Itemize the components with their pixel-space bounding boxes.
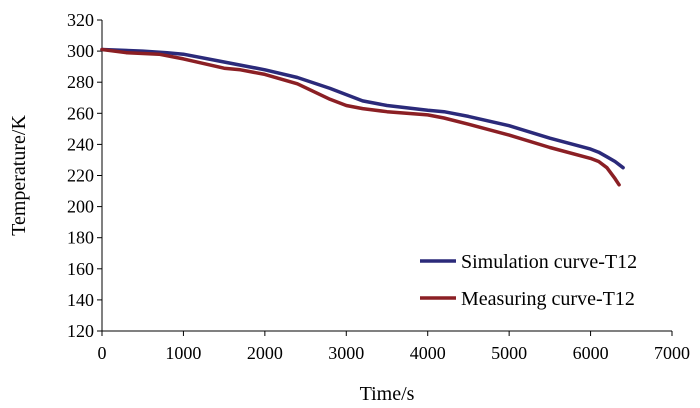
series-line-measuring [100,47,621,187]
legend-label-measuring: Measuring curve-T12 [461,288,635,310]
x-tick-label: 3000 [328,343,364,363]
axes [101,20,672,332]
series-layer [100,47,625,187]
y-tick-label: 140 [67,290,94,310]
y-tick-label: 320 [67,10,94,30]
x-tick-label: 0 [98,343,107,363]
x-axis-title: Time/s [360,383,415,405]
x-tick-label: 6000 [573,343,609,363]
x-tick-label: 7000 [654,343,690,363]
y-tick-label: 240 [67,134,94,154]
y-ticks: 120 140 160 180 200 220 240 260 280 300 320 [67,10,102,341]
y-tick-label: 200 [67,197,94,217]
y-tick-label: 280 [67,72,94,92]
y-tick-label: 180 [67,228,94,248]
series-line-simulation [100,47,625,170]
y-tick-label: 300 [67,41,94,61]
x-ticks: 0 1000 2000 3000 4000 5000 6000 7000 [98,331,690,363]
x-tick-label: 2000 [247,343,283,363]
x-tick-label: 4000 [410,343,446,363]
x-tick-label: 1000 [165,343,201,363]
x-tick-label: 5000 [491,343,527,363]
y-tick-label: 220 [67,166,94,186]
y-axis-title: Temperature/K [8,115,30,236]
y-tick-label: 260 [67,103,94,123]
legend: Simulation curve-T12 Measuring curve-T12 [420,251,637,310]
y-tick-label: 160 [67,259,94,279]
legend-label-simulation: Simulation curve-T12 [461,251,637,273]
y-tick-label: 120 [67,321,94,341]
